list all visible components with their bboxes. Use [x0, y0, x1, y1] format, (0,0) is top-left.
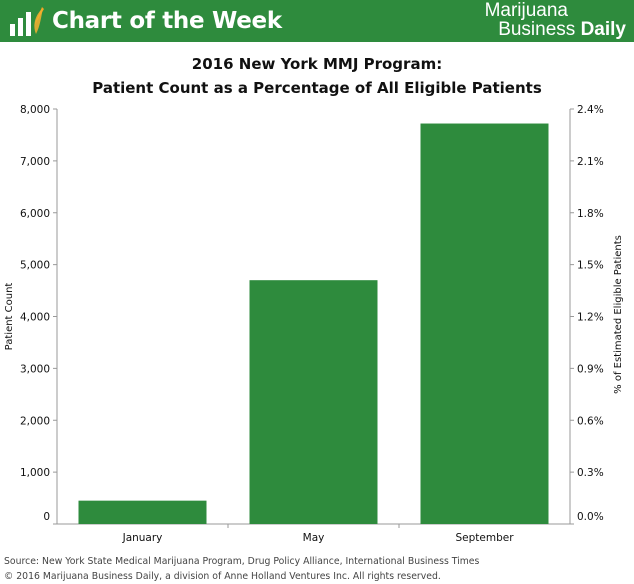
y-tick-label: 1,000	[20, 467, 50, 479]
brand-word-business: Business	[498, 19, 576, 40]
y2-axis-title: % of Estimated Eligible Patients	[613, 235, 624, 394]
y2-tick-label: 0.3%	[577, 467, 604, 479]
y2-tick-label: 0.6%	[577, 415, 604, 427]
copyright-note: © 2016 Marijuana Business Daily, a divis…	[4, 571, 441, 582]
y-tick-label: 7,000	[20, 156, 50, 168]
y2-tick-label: 1.8%	[577, 208, 604, 220]
x-tick-label: January	[122, 532, 163, 544]
brand-logo: Marijuana Business Daily	[446, 1, 626, 41]
y2-tick-label: 2.1%	[577, 156, 604, 168]
footer: Source: New York State Medical Marijuana…	[4, 554, 630, 584]
bar	[420, 123, 549, 525]
bar-chart: 0 1,000 2,000 3,000 4,000 5,000 6,000 7,000 8,00…	[4, 104, 624, 544]
bar	[78, 500, 207, 524]
y-tick-label: 0	[43, 511, 50, 523]
y2-tick-label: 2.4%	[577, 104, 604, 116]
brand-name-line1: Marijuana	[484, 0, 568, 21]
bar-chart-leaf-icon	[10, 7, 44, 36]
brand-name-line2: Business Daily	[446, 20, 626, 40]
y2-tick-label: 1.5%	[577, 260, 604, 272]
header-title: Chart of the Week	[52, 8, 282, 34]
y2-tick-label: 0.9%	[577, 363, 604, 375]
source-note: Source: New York State Medical Marijuana…	[4, 556, 480, 567]
x-tick-label: September	[455, 532, 514, 544]
y-tick-label: 6,000	[20, 208, 50, 220]
y-tick-label: 5,000	[20, 260, 50, 272]
x-tick-label: May	[303, 532, 325, 544]
y-tick-label: 2,000	[20, 415, 50, 427]
chart-title: 2016 New York MMJ Program:	[191, 55, 443, 73]
y2-tick-label: 1.2%	[577, 312, 604, 324]
bar	[249, 280, 378, 524]
y-tick-label: 3,000	[20, 363, 50, 375]
y-tick-label: 8,000	[20, 104, 50, 116]
y-axis-title: Patient Count	[4, 283, 15, 351]
header-bar: Chart of the Week Marijuana Business Dai…	[0, 0, 634, 42]
brand-word-daily: Daily	[580, 19, 626, 40]
y-tick-label: 4,000	[20, 312, 50, 324]
chart-subtitle: Patient Count as a Percentage of All Eli…	[92, 79, 542, 97]
chart-title-block: 2016 New York MMJ Program: Patient Count…	[0, 52, 634, 100]
y2-tick-label: 0.0%	[577, 511, 604, 523]
